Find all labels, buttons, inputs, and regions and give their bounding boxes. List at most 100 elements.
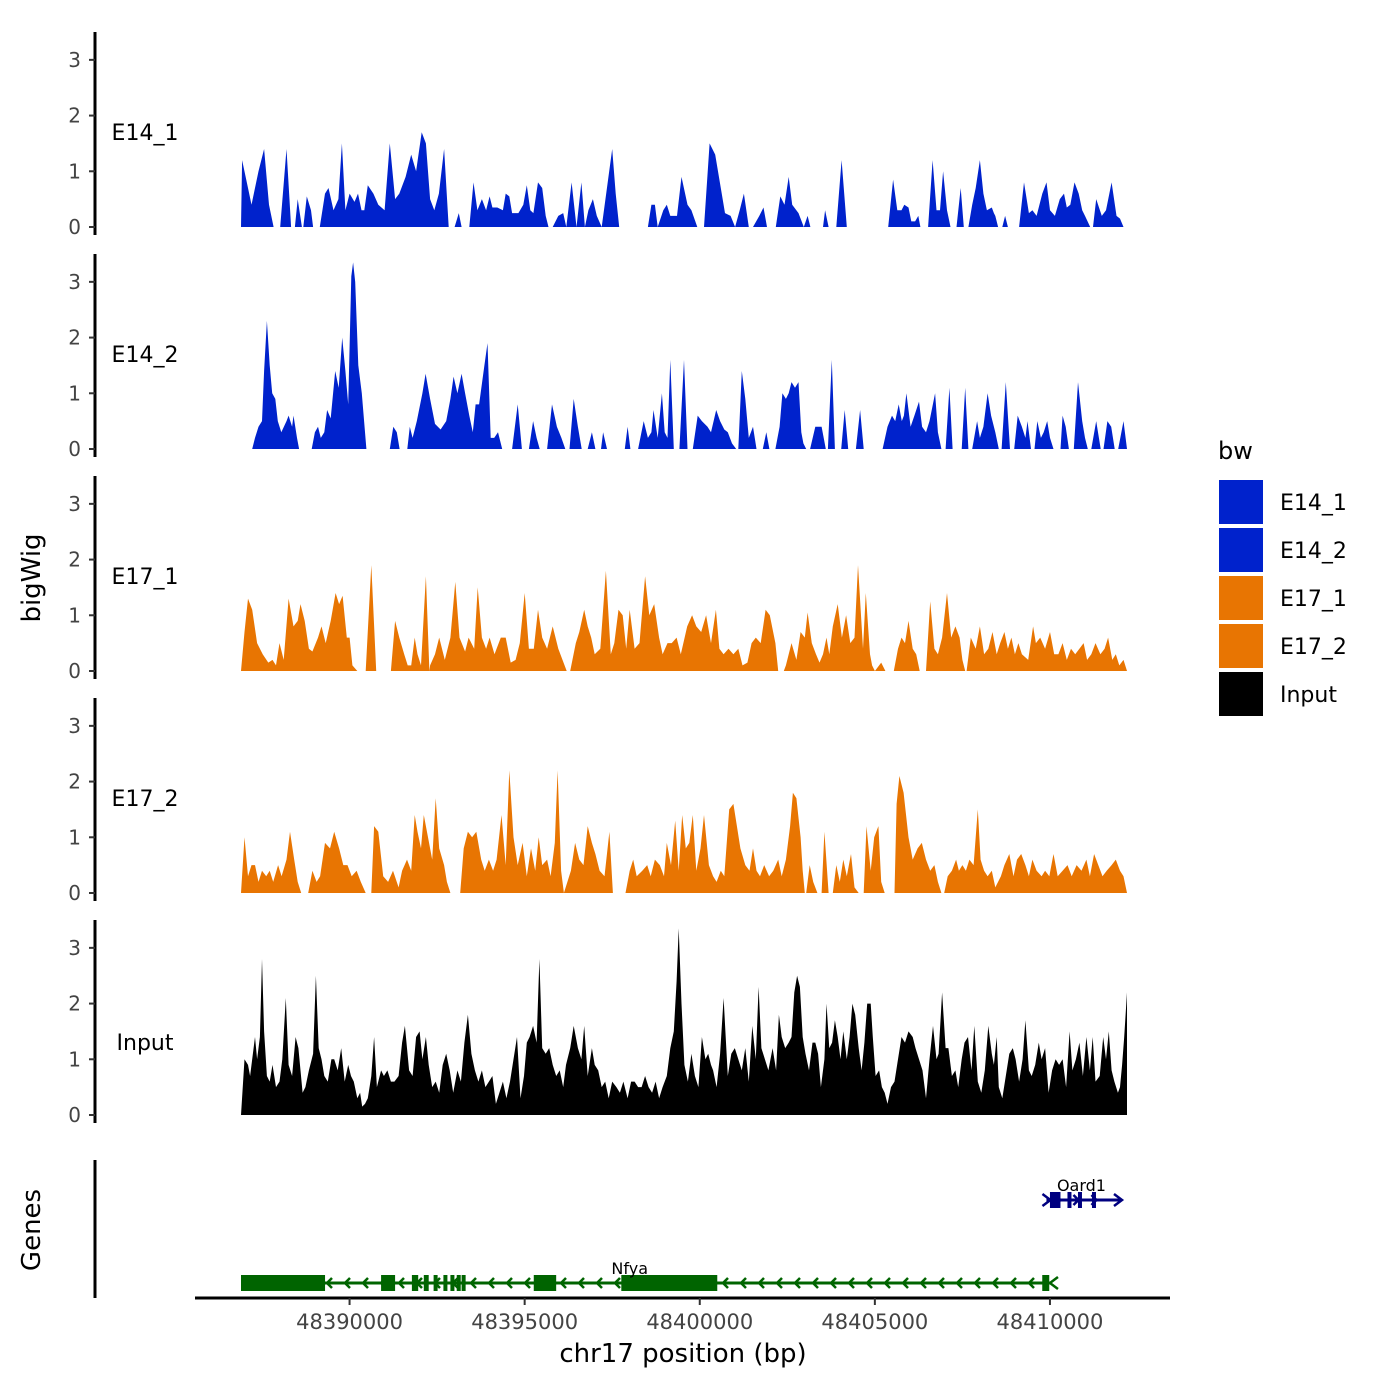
exon — [533, 1275, 557, 1291]
exon — [1042, 1275, 1050, 1291]
strand-arrow — [847, 1277, 855, 1289]
exon — [450, 1275, 455, 1291]
exon — [1049, 1192, 1061, 1208]
strand-arrow — [739, 1277, 747, 1289]
y-tick-label: 0 — [68, 1103, 81, 1127]
strand-arrow — [613, 1277, 621, 1289]
strand-arrow — [901, 1277, 909, 1289]
exon — [443, 1275, 448, 1291]
legend-title: bw — [1218, 437, 1253, 465]
strand-arrow — [505, 1277, 513, 1289]
strand-arrow — [793, 1277, 801, 1289]
y-tick-label: 1 — [68, 159, 81, 183]
y-tick-label: 0 — [68, 215, 81, 239]
strand-arrow — [865, 1277, 873, 1289]
gene-label: Nfya — [611, 1259, 648, 1278]
coverage-tracks: 0 1 2 3 E14_1 0 1 2 3 E14_2 0 1 2 3 E17_1 0 1 2 3 E17_2 0 1 2 3… — [68, 32, 1127, 1127]
strand-arrow — [1009, 1277, 1017, 1289]
exon — [1067, 1192, 1072, 1208]
genes-axis-title: Genes — [17, 1189, 47, 1271]
exon — [456, 1275, 461, 1291]
y-tick-label: 1 — [68, 381, 81, 405]
y-axis-title: bigWig — [17, 533, 47, 622]
track-label: E14_2 — [112, 343, 179, 368]
exon — [433, 1275, 438, 1291]
y-tick-label: 2 — [68, 548, 81, 572]
y-tick-label: 3 — [68, 936, 81, 960]
exon — [241, 1275, 326, 1291]
y-tick-label: 2 — [68, 770, 81, 794]
strand-arrow — [991, 1277, 999, 1289]
track-E17_2: 0 1 2 3 E17_2 — [68, 698, 1127, 905]
y-tick-label: 1 — [68, 603, 81, 627]
track-label: E17_2 — [112, 787, 179, 812]
strand-arrow — [811, 1277, 819, 1289]
y-tick-label: 3 — [68, 714, 81, 738]
exon — [461, 1275, 466, 1291]
strand-arrow — [397, 1277, 405, 1289]
coverage-area — [252, 262, 1127, 449]
legend: bw E14_1 E14_2 E17_1 E17_2 Input — [1218, 437, 1347, 716]
y-tick-label: 1 — [68, 825, 81, 849]
track-label: Input — [117, 1031, 174, 1056]
coverage-area — [241, 928, 1127, 1115]
x-tick-label: 48405000 — [821, 1310, 928, 1334]
coverage-area — [241, 770, 1127, 893]
exon — [1077, 1192, 1082, 1208]
legend-key — [1219, 576, 1263, 620]
x-axis-title: chr17 position (bp) — [559, 1339, 806, 1369]
gene-Nfya: Nfya — [241, 1259, 1059, 1291]
legend-key — [1219, 672, 1263, 716]
strand-arrow — [757, 1277, 765, 1289]
coverage-area — [241, 132, 1124, 227]
strand-arrow — [955, 1277, 963, 1289]
y-tick-label: 3 — [68, 492, 81, 516]
coverage-area — [241, 565, 1127, 671]
x-tick-label: 48395000 — [471, 1310, 578, 1334]
y-tick-label: 3 — [68, 48, 81, 72]
strand-arrow — [883, 1277, 891, 1289]
y-tick-label: 0 — [68, 437, 81, 461]
gene-Oard1: Oard1 — [1041, 1176, 1125, 1208]
gene-annotation-track: Nfya Oard1 — [93, 1160, 1125, 1298]
y-tick-label: 1 — [68, 1047, 81, 1071]
strand-arrow — [595, 1277, 603, 1289]
strand-arrow — [721, 1277, 729, 1289]
legend-key — [1219, 624, 1263, 668]
strand-arrow — [775, 1277, 783, 1289]
y-tick-label: 2 — [68, 992, 81, 1016]
strand-arrow — [361, 1277, 369, 1289]
y-tick-label: 2 — [68, 104, 81, 128]
legend-key — [1219, 480, 1263, 524]
strand-arrow — [559, 1277, 567, 1289]
x-tick-label: 48390000 — [296, 1310, 403, 1334]
x-axis: 48390000 48395000 48400000 48405000 48410000 — [195, 1296, 1170, 1334]
track-E17_1: 0 1 2 3 E17_1 — [68, 476, 1127, 683]
x-tick-label: 48400000 — [646, 1310, 753, 1334]
legend-label: Input — [1280, 683, 1337, 708]
strand-arrow — [325, 1277, 333, 1289]
exon — [411, 1275, 419, 1291]
strand-arrow — [1027, 1277, 1035, 1289]
strand-arrow — [1047, 1276, 1059, 1290]
y-tick-label: 2 — [68, 326, 81, 350]
gene-label: Oard1 — [1057, 1176, 1106, 1195]
track-E14_2: 0 1 2 3 E14_2 — [68, 254, 1127, 461]
legend-key — [1219, 528, 1263, 572]
legend-label: E14_2 — [1280, 539, 1347, 564]
y-tick-label: 0 — [68, 659, 81, 683]
strand-arrow — [937, 1277, 945, 1289]
strand-arrow — [829, 1277, 837, 1289]
track-Input: 0 1 2 3 Input — [68, 920, 1127, 1127]
exon — [621, 1275, 718, 1291]
x-tick-label: 48410000 — [997, 1310, 1104, 1334]
strand-arrow — [973, 1277, 981, 1289]
track-label: E14_1 — [112, 121, 179, 146]
legend-label: E17_1 — [1280, 587, 1347, 612]
strand-arrow — [1113, 1193, 1125, 1207]
track-E14_1: 0 1 2 3 E14_1 — [68, 32, 1124, 239]
strand-arrow — [343, 1277, 351, 1289]
exon — [423, 1275, 429, 1291]
strand-arrow — [469, 1277, 477, 1289]
